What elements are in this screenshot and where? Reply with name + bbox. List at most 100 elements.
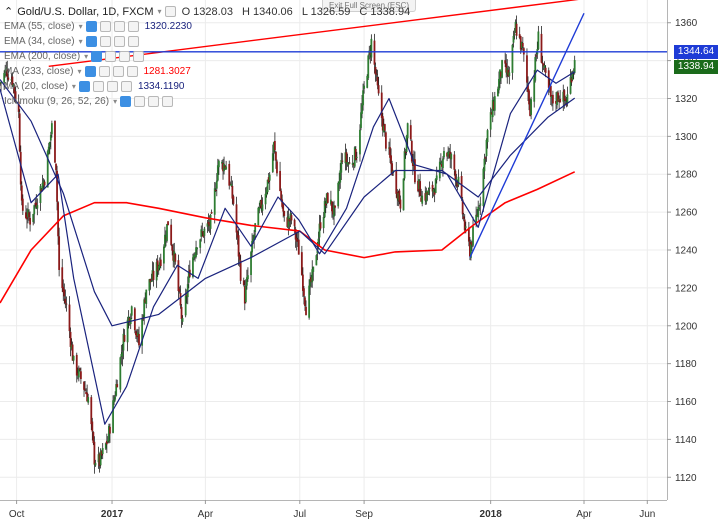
settings-icon[interactable]	[99, 36, 111, 47]
chevron-down-icon[interactable]: ▾	[113, 97, 118, 106]
candle-body	[375, 73, 378, 75]
indicator-row[interactable]: EMA (200, close) ▾	[4, 49, 416, 64]
candle-body	[533, 77, 536, 102]
candle-body	[323, 200, 326, 218]
candle-body	[434, 178, 437, 193]
settings-icon[interactable]	[105, 51, 117, 62]
candle-body	[273, 140, 276, 151]
chevron-down-icon[interactable]: ▾	[84, 52, 89, 61]
candle-body	[566, 94, 569, 103]
eye-icon[interactable]	[85, 36, 97, 47]
candle-body	[294, 228, 297, 240]
candle-body	[105, 440, 108, 445]
candle-body	[529, 104, 531, 116]
eye-icon[interactable]	[120, 96, 132, 107]
indicator-row[interactable]: MA (233, close) ▾ 1281.3027	[4, 64, 416, 79]
candle-body	[354, 149, 357, 160]
settings-icon[interactable]	[98, 66, 110, 77]
indicator-row[interactable]: Ichimoku (9, 26, 52, 26) ▾	[4, 94, 416, 109]
more-icon[interactable]	[120, 81, 132, 92]
candle-body	[331, 201, 333, 212]
candle-body	[541, 62, 544, 64]
candle-body	[29, 217, 31, 225]
candle-body	[419, 181, 422, 196]
close-icon[interactable]	[119, 51, 131, 62]
close-icon[interactable]	[112, 66, 124, 77]
candle-body	[381, 116, 384, 131]
more-icon[interactable]	[127, 36, 139, 47]
close-icon[interactable]	[113, 36, 125, 47]
candle-body	[469, 241, 471, 257]
candle-body	[76, 373, 79, 376]
settings-icon[interactable]	[92, 81, 104, 92]
candle-body	[369, 52, 372, 55]
candle-body	[158, 262, 161, 268]
candle-body	[104, 443, 107, 449]
chevron-down-icon[interactable]: ▾	[71, 82, 76, 91]
eye-icon[interactable]	[164, 6, 176, 17]
candle-body	[261, 204, 264, 211]
candle-body	[126, 319, 129, 343]
chevron-down-icon[interactable]: ▾	[78, 22, 83, 31]
candle-body	[35, 202, 38, 207]
price-axis-panel[interactable]	[667, 0, 722, 527]
price-tick-label: 1240	[675, 246, 698, 257]
eye-icon[interactable]	[91, 51, 103, 62]
candle-body	[180, 306, 183, 320]
eye-icon[interactable]	[84, 66, 96, 77]
more-icon[interactable]	[127, 21, 139, 32]
chevron-down-icon[interactable]: ▾	[78, 37, 83, 46]
candle-body	[297, 239, 300, 255]
time-tick-label: Apr	[198, 509, 214, 520]
candle-body	[398, 190, 401, 202]
candle-body	[167, 221, 169, 226]
candle-body	[351, 162, 354, 165]
more-icon[interactable]	[162, 96, 174, 107]
indicator-row[interactable]: EMA (55, close) ▾ 1320.2230	[4, 19, 416, 34]
more-icon[interactable]	[126, 66, 138, 77]
candle-body	[41, 182, 44, 190]
settings-icon[interactable]	[99, 21, 111, 32]
chevron-down-icon[interactable]: ▾	[157, 7, 162, 16]
close-icon[interactable]	[148, 96, 160, 107]
close-icon[interactable]	[113, 21, 125, 32]
candle-body	[116, 384, 119, 388]
candle-body	[114, 396, 117, 400]
chevron-down-icon[interactable]: ▾	[77, 67, 82, 76]
candle-body	[475, 214, 478, 225]
time-tick-label: Apr	[576, 509, 592, 520]
candle-body	[498, 78, 500, 91]
candle-body	[526, 55, 528, 83]
eye-icon[interactable]	[78, 81, 90, 92]
exit-fullscreen-button[interactable]: Exit Full Screen (ESC)	[322, 0, 417, 12]
candle-body	[152, 270, 155, 280]
candle-body	[17, 101, 20, 112]
candle-body	[145, 289, 148, 304]
trendline-support[interactable]	[469, 12, 585, 258]
series-line-ema-55-close	[0, 79, 576, 327]
price-series	[0, 15, 576, 474]
candle-body	[519, 36, 522, 50]
candle-body	[194, 254, 196, 257]
candle-body	[276, 161, 278, 174]
candle-body	[192, 257, 194, 278]
indicator-row[interactable]: EMA (34, close) ▾	[4, 34, 416, 49]
close-icon[interactable]	[106, 81, 118, 92]
price-tick-label: 1300	[675, 132, 698, 143]
more-icon[interactable]	[133, 51, 145, 62]
candle-body	[13, 85, 16, 94]
candle-body	[239, 260, 242, 281]
candle-body	[156, 260, 159, 272]
candle-body	[148, 279, 151, 291]
candle-body	[184, 295, 187, 316]
candle-body	[130, 306, 133, 316]
candle-body	[250, 251, 252, 275]
candle-body	[505, 63, 508, 73]
candle-body	[92, 432, 95, 444]
candle-body	[18, 113, 21, 152]
eye-icon[interactable]	[85, 21, 97, 32]
indicator-row[interactable]: MA (20, close) ▾ 1334.1190	[4, 79, 416, 94]
candle-body	[123, 334, 126, 342]
settings-icon[interactable]	[134, 96, 146, 107]
